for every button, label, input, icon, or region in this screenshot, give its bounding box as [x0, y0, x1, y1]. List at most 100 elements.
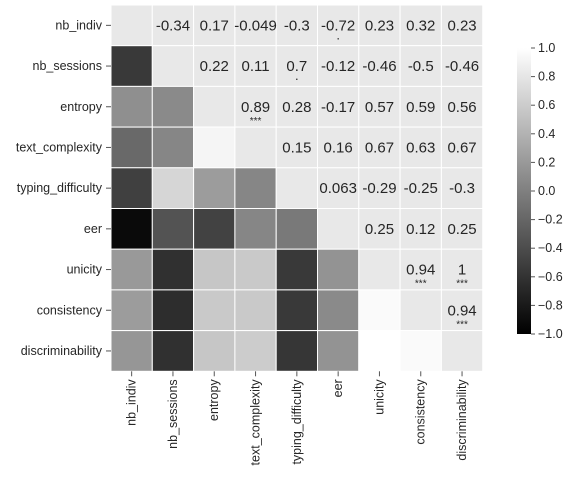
value-label: -0.29	[362, 180, 396, 197]
heatmap-cell-eer-eer	[317, 208, 360, 250]
heatmap-cell-entropy-discriminability	[440, 85, 484, 128]
y-tick-label: unicity	[67, 263, 103, 277]
value-label: 0.94	[447, 302, 476, 319]
heatmap-cell-text_complexity-text_complexity	[234, 126, 277, 169]
heatmap-cell-discriminability-typing_difficulty	[275, 330, 319, 372]
heatmap-cell-consistency-unicity	[358, 289, 401, 332]
heatmap-cell-consistency-typing_difficulty	[275, 289, 319, 332]
heatmap-cell-typing_difficulty-consistency	[399, 167, 442, 210]
heatmap-cell-unicity-discriminability	[440, 248, 484, 291]
heatmap-cell-discriminability-entropy	[193, 330, 236, 372]
value-label: -0.34	[156, 17, 190, 34]
value-label: 0.7	[286, 58, 307, 75]
value-label: 0.25	[365, 221, 394, 238]
value-label: 0.23	[365, 17, 394, 34]
colorbar: 1.0 0.8 0.6 0.4 0.2 0.0 −0.2 −0.4 −0.6 −0.8 −1.0	[517, 41, 563, 341]
colorbar-tick-label: −1.0	[538, 327, 563, 341]
y-tick-label: typing_difficulty	[17, 181, 103, 195]
heatmap-cell-typing_difficulty-discriminability	[440, 167, 484, 210]
heatmap-cell-eer-nb_sessions	[151, 208, 195, 250]
significance-marker: ***	[456, 319, 468, 330]
heatmap-cell-unicity-unicity	[358, 248, 401, 291]
heatmap-cell-typing_difficulty-nb_sessions	[151, 167, 195, 210]
y-tick-label: consistency	[37, 303, 103, 317]
colorbar-tick-label: 0.0	[538, 184, 555, 198]
x-tick-label: nb_sessions	[166, 379, 180, 449]
heatmap-cell-discriminability-consistency	[399, 330, 442, 372]
value-label: 0.28	[282, 99, 311, 116]
heatmap-cell-nb_sessions-entropy	[193, 45, 236, 87]
value-label: 0.57	[365, 99, 394, 116]
value-label: -0.12	[321, 58, 355, 75]
significance-marker: .	[336, 27, 340, 42]
heatmap-cell-typing_difficulty-entropy	[193, 167, 236, 210]
heatmap-cell-discriminability-nb_sessions	[151, 330, 195, 372]
value-label: -0.72	[321, 17, 355, 34]
y-tick-label: entropy	[60, 100, 102, 114]
colorbar-tick-label: −0.6	[538, 270, 563, 284]
value-label: 0.063	[319, 180, 357, 197]
heatmap-cell-nb_sessions-eer	[317, 45, 360, 87]
heatmap-cell-eer-typing_difficulty	[275, 208, 319, 250]
colorbar-tick-label: 0.8	[538, 70, 555, 84]
heatmap-cell-nb_indiv-nb_indiv	[110, 4, 153, 47]
colorbar-tick-label: 0.6	[538, 98, 555, 112]
x-tick-label: text_complexity	[249, 379, 263, 466]
heatmap-cell-nb_sessions-typing_difficulty	[275, 45, 319, 87]
value-label: -0.17	[321, 99, 355, 116]
heatmap-cell-unicity-eer	[317, 248, 360, 291]
value-label: -0.5	[408, 58, 434, 75]
heatmap-cell-discriminability-unicity	[358, 330, 401, 372]
significance-marker: .	[295, 68, 299, 83]
heatmap-cell-nb_sessions-nb_sessions	[151, 45, 195, 87]
y-tick-label: discriminability	[21, 344, 103, 358]
heatmap-cell-typing_difficulty-text_complexity	[234, 167, 277, 210]
colorbar-tick-label: −0.2	[538, 213, 563, 227]
x-tick-label: unicity	[372, 379, 386, 415]
y-tick-label: eer	[84, 222, 102, 236]
heatmap-cell-nb_indiv-nb_sessions	[151, 4, 195, 47]
heatmap-cell-entropy-entropy	[193, 85, 236, 128]
heatmap-cell-consistency-nb_indiv	[110, 289, 153, 332]
value-label: 0.12	[406, 221, 435, 238]
value-label: 0.94	[406, 262, 435, 279]
heatmap-cell-discriminability-text_complexity	[234, 330, 277, 372]
heatmap-cell-unicity-consistency	[399, 248, 442, 291]
value-label: 0.59	[406, 99, 435, 116]
heatmap-axis-labels: nb_indiv nb_sessions entropy text_complexit…	[16, 18, 469, 465]
heatmap-cell-consistency-nb_sessions	[151, 289, 195, 332]
value-label: -0.25	[404, 180, 438, 197]
value-label: 0.67	[365, 139, 394, 156]
heatmap-cell-unicity-entropy	[193, 248, 236, 291]
value-label: -0.46	[445, 58, 479, 75]
colorbar-tick-label: 1.0	[538, 41, 555, 55]
value-label: 1	[458, 262, 466, 279]
significance-marker: ***	[456, 279, 468, 290]
x-tick-label: nb_indiv	[125, 379, 139, 426]
heatmap-cell-eer-nb_indiv	[110, 208, 153, 250]
heatmap-cell-unicity-text_complexity	[234, 248, 277, 291]
y-tick-label: nb_indiv	[55, 18, 102, 32]
heatmap-cell-eer-discriminability	[440, 208, 484, 250]
value-label: -0.3	[449, 180, 475, 197]
heatmap-cell-consistency-entropy	[193, 289, 236, 332]
heatmap-cell-nb_sessions-consistency	[399, 45, 442, 87]
value-label: 0.11	[242, 58, 270, 75]
heatmap-cell-text_complexity-nb_indiv	[110, 126, 153, 169]
heatmap-cell-entropy-nb_indiv	[110, 85, 153, 128]
heatmap-cell-entropy-eer	[317, 85, 360, 128]
heatmap-cell-nb_indiv-discriminability	[440, 4, 484, 47]
significance-marker: ***	[250, 116, 262, 127]
colorbar-tick-label: 0.4	[538, 127, 555, 141]
colorbar-tick-label: 0.2	[538, 155, 555, 169]
heatmap-cell-entropy-typing_difficulty	[275, 85, 319, 128]
heatmap-cell-unicity-typing_difficulty	[275, 248, 319, 291]
heatmap-cell-nb_sessions-nb_indiv	[110, 45, 153, 87]
significance-marker: ***	[415, 279, 427, 290]
heatmap-cell-nb_indiv-consistency	[399, 4, 442, 47]
heatmap-cell-consistency-discriminability	[440, 289, 484, 332]
heatmap-cell-consistency-eer	[317, 289, 360, 332]
heatmap-cells	[110, 4, 484, 372]
heatmap-cell-discriminability-eer	[317, 330, 360, 372]
